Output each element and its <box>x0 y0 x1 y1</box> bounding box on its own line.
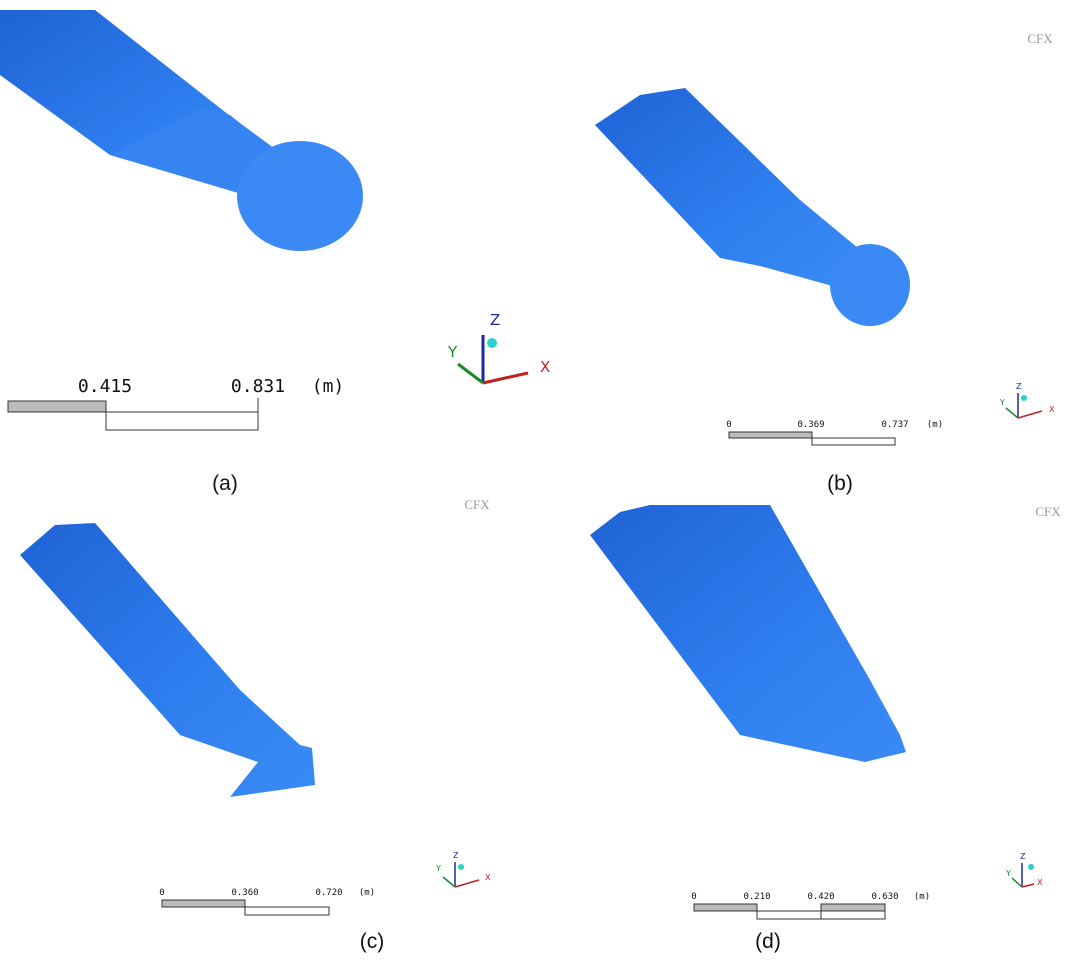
scale-label: 0.737 <box>881 420 908 430</box>
axis-label: Y <box>447 343 458 361</box>
scale-bar <box>162 900 245 907</box>
scale-label: 0.720 <box>315 888 342 898</box>
scale-label: 0.210 <box>743 892 770 902</box>
axis-label: Y <box>999 398 1005 407</box>
axis-triad <box>1012 863 1034 887</box>
axis-triad <box>443 862 479 887</box>
axis-label: X <box>540 358 550 376</box>
scale-bar <box>757 911 821 919</box>
caption: (b) <box>827 472 853 495</box>
panel-d: CFX 0 0.210 0.420 0.630 (m) Z Y X (d) <box>590 504 1061 953</box>
axis-triad <box>1006 393 1042 418</box>
wing <box>590 505 906 762</box>
axis-label: Y <box>1005 869 1011 878</box>
end-plate <box>830 244 910 326</box>
panel-b: CFX 0 0.369 0.737 (m) Z Y X (b) <box>595 31 1055 495</box>
scale-label: 0 <box>159 888 164 898</box>
wing <box>20 523 315 797</box>
axis-label: X <box>1037 878 1043 887</box>
axis-label: Z <box>1016 382 1022 391</box>
scale-bar <box>821 904 885 911</box>
scale-label: 0.630 <box>871 892 898 902</box>
axis-label: Z <box>490 311 500 329</box>
scale-unit: (m) <box>359 888 375 898</box>
scale-unit: (m) <box>914 892 930 902</box>
scale-label: 0 <box>691 892 696 902</box>
scale-bar <box>694 904 757 911</box>
axis-label: Z <box>453 851 459 860</box>
scale-unit: (m) <box>312 376 345 397</box>
scale-label: 0 <box>726 420 731 430</box>
scale-bar <box>812 438 895 445</box>
scale-label: 0.415 <box>78 376 132 397</box>
caption: (c) <box>360 930 385 953</box>
axis-label: X <box>1049 405 1055 414</box>
logo: CFX <box>1027 31 1053 46</box>
scale-bar <box>106 412 258 430</box>
axis-triad <box>458 335 528 383</box>
panel-c: CFX 0 0.360 0.720 (m) Z Y X (c) <box>20 497 491 953</box>
logo: CFX <box>1035 504 1061 519</box>
axis-label: X <box>485 873 491 882</box>
figure: 0.415 0.831 (m) Z Y X (a) CFX 0 0.369 0.… <box>0 0 1076 966</box>
caption: (d) <box>755 930 781 953</box>
panel-a: 0.415 0.831 (m) Z Y X (a) <box>0 10 550 495</box>
scale-bar <box>821 911 885 919</box>
end-plate <box>237 141 363 251</box>
scale-label: 0.831 <box>231 376 285 397</box>
scale-bar <box>245 907 329 915</box>
scale-bar <box>729 432 812 438</box>
axis-label: Z <box>1020 852 1026 861</box>
caption: (a) <box>212 472 238 495</box>
wing <box>595 88 870 288</box>
scale-label: 0.420 <box>807 892 834 902</box>
axis-label: Y <box>435 864 441 873</box>
scale-label: 0.360 <box>231 888 258 898</box>
scale-label: 0.369 <box>797 420 824 430</box>
logo: CFX <box>464 497 490 512</box>
scale-bar <box>8 401 106 412</box>
scale-unit: (m) <box>927 420 943 430</box>
